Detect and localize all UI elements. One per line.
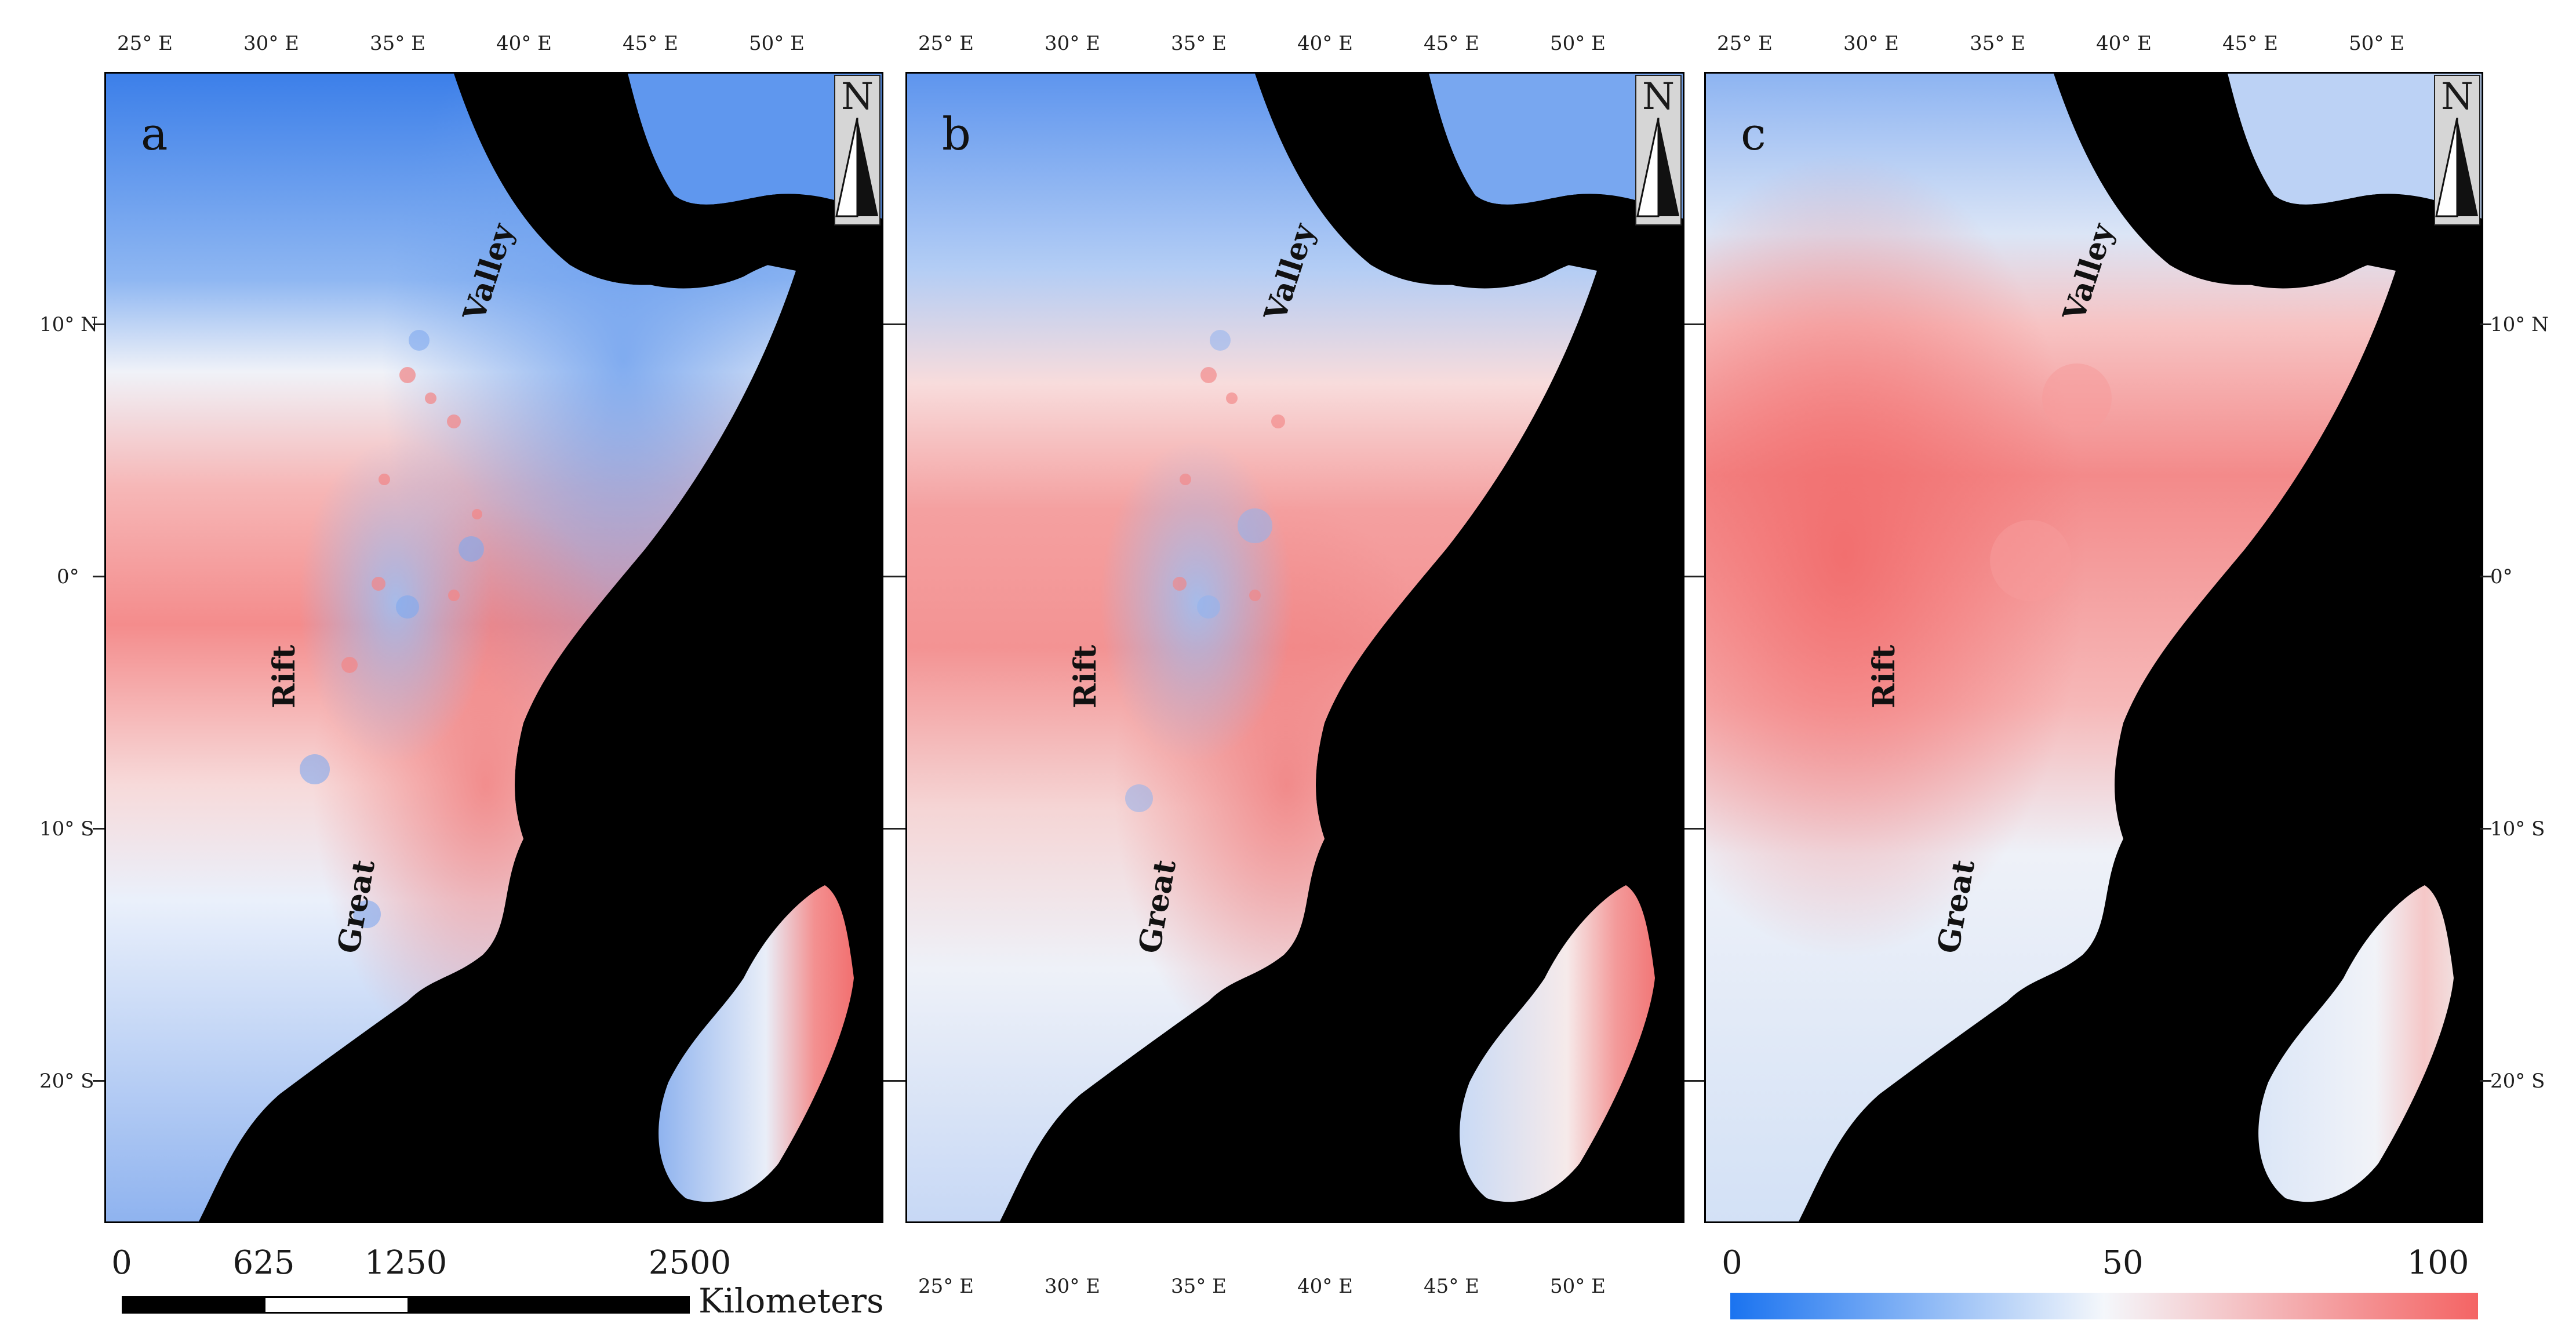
north-arrow-icon	[835, 118, 878, 217]
lat-tick-right: 20° S	[2490, 1070, 2545, 1093]
lon-tick-top: 50° E	[1550, 32, 1606, 55]
lon-tick-top: 45° E	[2222, 32, 2278, 55]
north-arrow: N	[2434, 75, 2480, 226]
scale-tick-label: 625	[232, 1244, 295, 1282]
scale-tick-label: 2500	[648, 1244, 732, 1282]
lon-tick-bottom: 30° E	[1045, 1275, 1100, 1298]
north-arrow-icon	[1636, 118, 1679, 217]
lat-tick-left: 20° S	[39, 1070, 94, 1093]
lat-tick-right: 10° N	[2490, 313, 2549, 336]
panel-label-c: c	[1741, 108, 1766, 161]
map-panel-c: Valley Rift Great N c	[1704, 72, 2483, 1223]
north-arrow-letter: N	[841, 75, 874, 118]
scale-tick-label: 1250	[364, 1244, 447, 1282]
lon-tick-top: 30° E	[1843, 32, 1899, 55]
map-b-raster: Valley Rift Great	[907, 74, 1683, 1221]
north-arrow-letter: N	[2441, 75, 2473, 118]
lon-tick-top: 40° E	[496, 32, 552, 55]
scale-unit: Kilometers	[698, 1281, 884, 1321]
lon-tick-top: 45° E	[623, 32, 678, 55]
colorbar: 0 50 100	[1704, 1235, 2483, 1331]
north-arrow-icon	[2435, 118, 2478, 217]
colorbar-mid-label: 50	[2102, 1244, 2144, 1282]
lat-tick-left: 0°	[57, 565, 79, 588]
lon-tick-top: 45° E	[1424, 32, 1479, 55]
lon-tick-top: 35° E	[1970, 32, 2025, 55]
map-panel-b: Valley Rift Great N b	[905, 72, 1684, 1223]
colorbar-max-label: 100	[2407, 1244, 2469, 1282]
lon-tick-top: 25° E	[1717, 32, 1773, 55]
scale-bar-graphic	[122, 1296, 690, 1314]
label-rift: Rift	[267, 645, 302, 708]
lon-tick-top: 35° E	[370, 32, 425, 55]
panel-label-b: b	[942, 108, 971, 161]
lon-tick-top: 30° E	[243, 32, 299, 55]
lon-tick-top: 25° E	[918, 32, 974, 55]
lat-tick-right: 10° S	[2490, 817, 2545, 841]
lat-tick-right: 0°	[2490, 565, 2513, 588]
lon-tick-bottom: 35° E	[1171, 1275, 1227, 1298]
scale-tick-label: 0	[111, 1244, 132, 1282]
lat-tick-left: 10° S	[39, 817, 94, 841]
panel-label-a: a	[141, 108, 168, 161]
lon-tick-top: 25° E	[117, 32, 173, 55]
map-a-raster: Valley Rift Great	[106, 74, 882, 1221]
map-c-raster: Valley Rift Great	[1706, 74, 2482, 1221]
lon-tick-top: 40° E	[2096, 32, 2152, 55]
lon-tick-bottom: 45° E	[1424, 1275, 1479, 1298]
colorbar-min-label: 0	[1722, 1244, 1742, 1282]
lon-tick-top: 30° E	[1045, 32, 1100, 55]
lon-tick-top: 35° E	[1171, 32, 1227, 55]
lon-tick-bottom: 25° E	[918, 1275, 974, 1298]
map-panel-a: Valley Rift Great N a	[104, 72, 883, 1223]
lon-tick-bottom: 40° E	[1297, 1275, 1353, 1298]
north-arrow: N	[1635, 75, 1682, 226]
lon-tick-top: 50° E	[2349, 32, 2404, 55]
lon-tick-bottom: 50° E	[1550, 1275, 1606, 1298]
north-arrow: N	[834, 75, 881, 226]
label-rift: Rift	[1866, 645, 1902, 708]
lon-tick-top: 40° E	[1297, 32, 1353, 55]
label-rift: Rift	[1068, 645, 1103, 708]
lat-tick-left: 10° N	[39, 313, 98, 336]
colorbar-gradient	[1730, 1293, 2478, 1319]
lon-tick-top: 50° E	[749, 32, 805, 55]
scale-bar: 0 625 1250 2500 Kilometers	[0, 1235, 893, 1331]
north-arrow-letter: N	[1642, 75, 1675, 118]
